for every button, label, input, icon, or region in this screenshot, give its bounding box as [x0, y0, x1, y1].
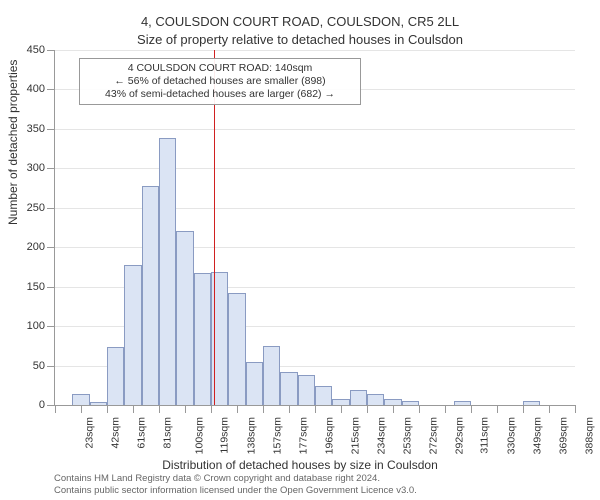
y-tick-label: 300: [15, 162, 45, 174]
x-tick-label: 292sqm: [453, 417, 465, 454]
x-tick: [81, 405, 82, 413]
y-tick-label: 350: [15, 123, 45, 135]
y-tick-label: 150: [15, 281, 45, 293]
x-tick: [185, 405, 186, 413]
chart-container: 4, COULSDON COURT ROAD, COULSDON, CR5 2L…: [0, 0, 600, 500]
histogram-bar: [142, 186, 159, 405]
y-tick-label: 400: [15, 83, 45, 95]
x-tick: [159, 405, 160, 413]
x-tick-label: 196sqm: [323, 417, 335, 454]
grid-line: [55, 50, 575, 51]
y-tick: [47, 89, 55, 90]
y-tick: [47, 326, 55, 327]
x-tick-label: 369sqm: [557, 417, 569, 454]
x-tick: [549, 405, 550, 413]
histogram-bar: [159, 138, 176, 405]
x-tick: [55, 405, 56, 413]
histogram-bar: [124, 265, 141, 405]
x-tick: [445, 405, 446, 413]
y-tick: [47, 366, 55, 367]
annotation-box: 4 COULSDON COURT ROAD: 140sqm← 56% of de…: [79, 58, 361, 105]
grid-line: [55, 168, 575, 169]
x-tick: [523, 405, 524, 413]
histogram-bar: [263, 346, 280, 405]
grid-line: [55, 247, 575, 248]
x-tick: [237, 405, 238, 413]
annotation-line3: 43% of semi-detached houses are larger (…: [86, 88, 354, 101]
x-tick-label: 138sqm: [245, 417, 257, 454]
chart-title-line1: 4, COULSDON COURT ROAD, COULSDON, CR5 2L…: [0, 14, 600, 29]
histogram-bar: [107, 347, 124, 405]
y-tick: [47, 50, 55, 51]
x-tick-label: 61sqm: [136, 417, 148, 449]
y-tick-label: 250: [15, 202, 45, 214]
x-tick-label: 349sqm: [531, 417, 543, 454]
x-tick: [289, 405, 290, 413]
x-tick-label: 272sqm: [427, 417, 439, 454]
x-tick: [133, 405, 134, 413]
x-tick-label: 23sqm: [84, 417, 96, 449]
histogram-bar: [454, 401, 471, 405]
plot-area: 05010015020025030035040045023sqm42sqm61s…: [54, 50, 575, 406]
x-tick: [211, 405, 212, 413]
y-tick-label: 0: [15, 399, 45, 411]
x-tick: [263, 405, 264, 413]
x-tick-label: 388sqm: [583, 417, 595, 454]
grid-line: [55, 129, 575, 130]
annotation-line1: 4 COULSDON COURT ROAD: 140sqm: [86, 62, 354, 75]
histogram-bar: [298, 375, 315, 405]
histogram-bar: [350, 390, 367, 405]
y-tick-label: 200: [15, 241, 45, 253]
histogram-bar: [523, 401, 540, 405]
histogram-bar: [402, 401, 419, 405]
x-tick: [419, 405, 420, 413]
histogram-bar: [90, 402, 107, 405]
x-axis-title: Distribution of detached houses by size …: [0, 458, 600, 472]
x-tick: [497, 405, 498, 413]
x-tick-label: 234sqm: [375, 417, 387, 454]
x-tick-label: 253sqm: [401, 417, 413, 454]
y-tick: [47, 129, 55, 130]
x-tick: [367, 405, 368, 413]
y-tick-label: 450: [15, 44, 45, 56]
histogram-bar: [367, 394, 384, 405]
y-tick: [47, 247, 55, 248]
footer-line1: Contains HM Land Registry data © Crown c…: [54, 473, 417, 484]
x-tick-label: 157sqm: [271, 417, 283, 454]
y-tick-label: 50: [15, 360, 45, 372]
chart-title-line2: Size of property relative to detached ho…: [0, 32, 600, 47]
footer-text: Contains HM Land Registry data © Crown c…: [54, 473, 417, 496]
footer-line2: Contains public sector information licen…: [54, 485, 417, 496]
x-tick: [315, 405, 316, 413]
histogram-bar: [315, 386, 332, 405]
x-tick: [107, 405, 108, 413]
x-tick-label: 311sqm: [479, 417, 491, 454]
x-tick: [393, 405, 394, 413]
x-tick: [575, 405, 576, 413]
x-tick-label: 215sqm: [349, 417, 361, 454]
x-tick: [341, 405, 342, 413]
y-tick: [47, 168, 55, 169]
histogram-bar: [280, 372, 297, 405]
histogram-bar: [246, 362, 263, 405]
histogram-bar: [228, 293, 245, 405]
histogram-bar: [194, 273, 211, 405]
y-tick: [47, 287, 55, 288]
histogram-bar: [176, 231, 193, 405]
grid-line: [55, 208, 575, 209]
y-tick-label: 100: [15, 320, 45, 332]
x-tick-label: 42sqm: [110, 417, 122, 449]
x-tick-label: 330sqm: [505, 417, 517, 454]
x-tick-label: 100sqm: [193, 417, 205, 454]
histogram-bar: [72, 394, 89, 405]
x-tick: [471, 405, 472, 413]
x-tick-label: 119sqm: [219, 417, 231, 454]
y-tick: [47, 405, 55, 406]
x-tick-label: 81sqm: [162, 417, 174, 449]
annotation-line2: ← 56% of detached houses are smaller (89…: [86, 75, 354, 88]
x-tick-label: 177sqm: [297, 417, 309, 454]
y-tick: [47, 208, 55, 209]
